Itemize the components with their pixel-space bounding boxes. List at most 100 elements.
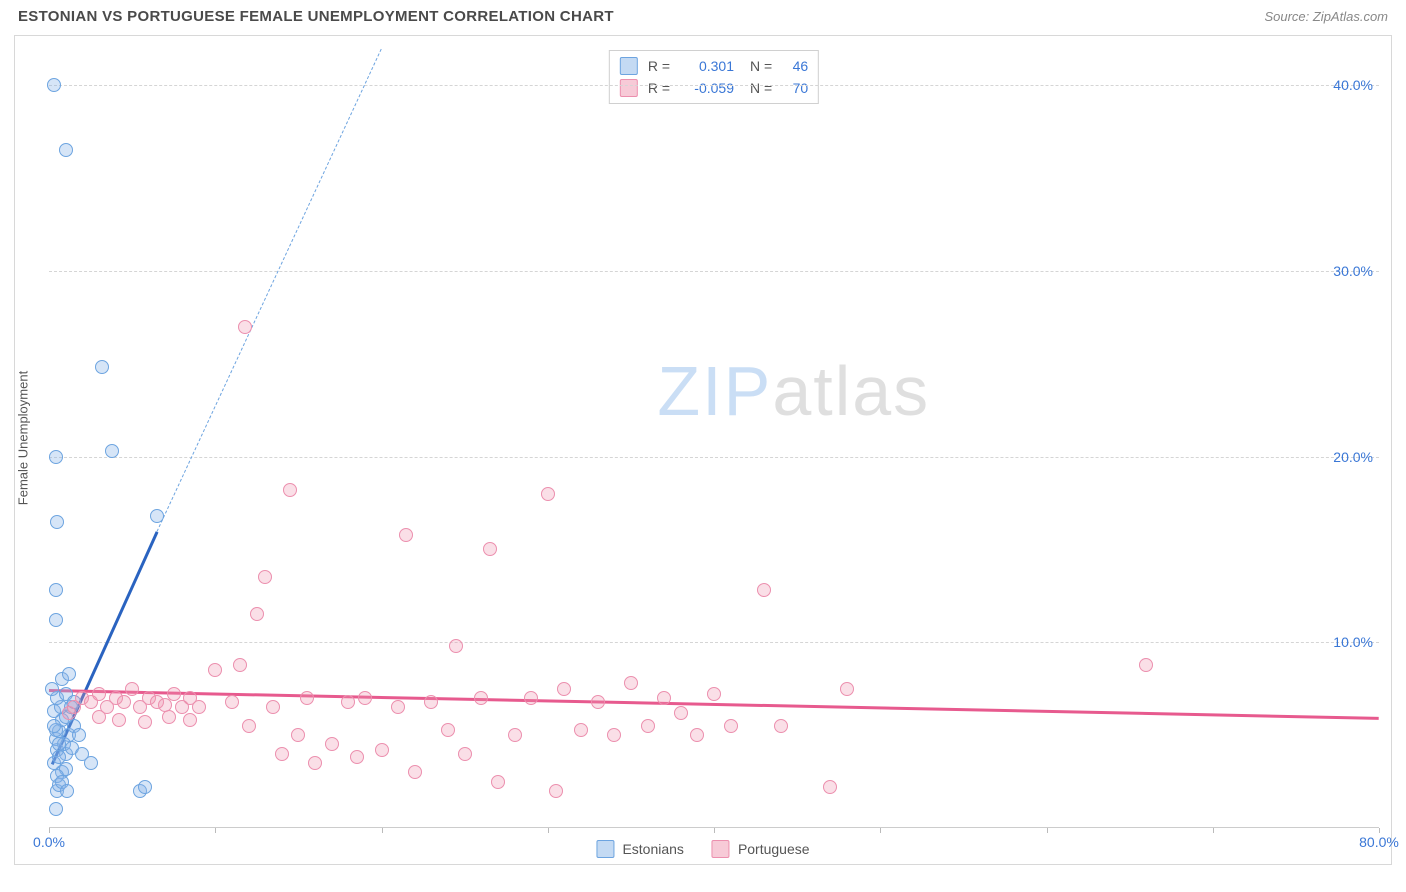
stats-row-estonians: R = 0.301 N = 46 [620, 55, 808, 77]
data-point [92, 710, 106, 724]
data-point [574, 723, 588, 737]
data-point [225, 695, 239, 709]
gridline [49, 642, 1379, 643]
data-point [549, 784, 563, 798]
x-tick-mark [714, 828, 715, 833]
data-point [624, 676, 638, 690]
data-point [49, 802, 63, 816]
legend-item-portuguese: Portuguese [712, 840, 810, 858]
stats-row-portuguese: R = -0.059 N = 70 [620, 77, 808, 99]
stat-value-r-est: 0.301 [676, 58, 734, 74]
legend-label-estonians: Estonians [622, 841, 683, 857]
data-point [358, 691, 372, 705]
series-legend: Estonians Portuguese [596, 840, 809, 858]
data-point [50, 515, 64, 529]
chart-container: Female Unemployment ZIPatlas R = 0.301 N… [14, 35, 1392, 865]
legend-label-portuguese: Portuguese [738, 841, 810, 857]
x-tick-mark [382, 828, 383, 833]
y-tick-label: 20.0% [1333, 449, 1373, 465]
data-point [291, 728, 305, 742]
data-point [840, 682, 854, 696]
swatch-estonians-icon [620, 57, 638, 75]
trend-line [157, 48, 382, 531]
data-point [183, 713, 197, 727]
data-point [458, 747, 472, 761]
data-point [162, 710, 176, 724]
data-point [258, 570, 272, 584]
data-point [441, 723, 455, 737]
data-point [52, 737, 66, 751]
data-point [674, 706, 688, 720]
data-point [491, 775, 505, 789]
stat-label-r: R = [648, 80, 670, 96]
data-point [117, 695, 131, 709]
data-point [757, 583, 771, 597]
data-point [350, 750, 364, 764]
data-point [92, 687, 106, 701]
data-point [308, 756, 322, 770]
x-tick-mark [1379, 828, 1380, 833]
data-point [238, 320, 252, 334]
y-tick-label: 30.0% [1333, 263, 1373, 279]
y-tick-label: 10.0% [1333, 634, 1373, 650]
y-axis-label: Female Unemployment [16, 371, 31, 505]
data-point [112, 713, 126, 727]
swatch-portuguese-icon [712, 840, 730, 858]
data-point [707, 687, 721, 701]
source-attribution: Source: ZipAtlas.com [1264, 9, 1388, 24]
stats-legend: R = 0.301 N = 46 R = -0.059 N = 70 [609, 50, 819, 104]
data-point [208, 663, 222, 677]
data-point [424, 695, 438, 709]
data-point [541, 487, 555, 501]
legend-item-estonians: Estonians [596, 840, 683, 858]
data-point [341, 695, 355, 709]
gridline [49, 457, 1379, 458]
data-point [138, 715, 152, 729]
data-point [524, 691, 538, 705]
data-point [508, 728, 522, 742]
data-point [95, 360, 109, 374]
data-point [250, 607, 264, 621]
stat-value-r-por: -0.059 [676, 80, 734, 96]
data-point [483, 542, 497, 556]
data-point [72, 728, 86, 742]
x-axis: 0.0%80.0% [49, 827, 1379, 828]
swatch-portuguese-icon [620, 79, 638, 97]
data-point [47, 78, 61, 92]
data-point [167, 687, 181, 701]
data-point [657, 691, 671, 705]
watermark: ZIPatlas [657, 351, 930, 431]
data-point [724, 719, 738, 733]
data-point [823, 780, 837, 794]
gridline [49, 85, 1379, 86]
stat-label-n: N = [750, 58, 772, 74]
x-tick-mark [1047, 828, 1048, 833]
gridline [49, 271, 1379, 272]
stat-label-n: N = [750, 80, 772, 96]
data-point [591, 695, 605, 709]
data-point [125, 682, 139, 696]
data-point [242, 719, 256, 733]
x-tick-label: 80.0% [1359, 834, 1399, 850]
data-point [300, 691, 314, 705]
data-point [557, 682, 571, 696]
data-point [690, 728, 704, 742]
data-point [774, 719, 788, 733]
x-tick-mark [215, 828, 216, 833]
data-point [47, 719, 61, 733]
y-tick-label: 40.0% [1333, 77, 1373, 93]
data-point [59, 143, 73, 157]
data-point [391, 700, 405, 714]
data-point [408, 765, 422, 779]
data-point [49, 613, 63, 627]
data-point [233, 658, 247, 672]
x-tick-mark [49, 828, 50, 833]
data-point [60, 784, 74, 798]
data-point [399, 528, 413, 542]
data-point [266, 700, 280, 714]
plot-area: Female Unemployment ZIPatlas R = 0.301 N… [49, 48, 1379, 828]
data-point [62, 706, 76, 720]
data-point [375, 743, 389, 757]
stat-value-n-por: 70 [778, 80, 808, 96]
data-point [62, 667, 76, 681]
